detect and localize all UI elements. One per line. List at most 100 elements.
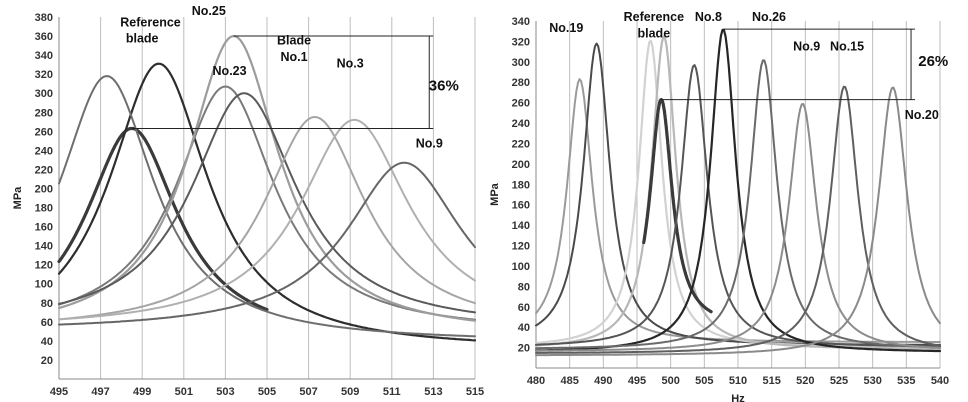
y-axis-title: MPa (489, 182, 501, 206)
x-tick-label: 540 (931, 375, 949, 387)
y-tick-label: 220 (512, 138, 530, 150)
annotation-label-no-23: No.23 (213, 64, 247, 78)
y-tick-labels: 20 40 60 80 100 120 140 160 180 200 220 240 260 280 30… (35, 12, 53, 367)
annotation-label-no-26: No.26 (752, 10, 786, 24)
y-tick-label: 200 (512, 159, 530, 171)
series-line-no-8 (534, 35, 942, 350)
x-tick-label: 525 (830, 375, 848, 387)
annotation-label-blade: Blade (277, 34, 311, 48)
annotations: No.19 Reference blade No.8 No.26 No.9 No.15 No.… (549, 10, 948, 122)
x-tick-labels: 495 497 499 501 503 505 507 509 511 513 515 (50, 386, 484, 398)
y-tick-label: 120 (35, 260, 53, 272)
series-line-unnamed (535, 103, 941, 352)
series-line-no-25 (57, 62, 477, 342)
x-tick-label: 505 (258, 386, 276, 398)
annotation-label-no-20: No.20 (905, 108, 939, 122)
x-tick-label: 503 (216, 386, 234, 398)
series-line-no-23 (58, 85, 476, 321)
series-group (534, 28, 942, 357)
y-tick-label: 240 (35, 145, 53, 157)
series-line-unnamed (535, 64, 941, 348)
amplitude-bracket (131, 35, 434, 129)
x-tick-label: 501 (175, 386, 193, 398)
y-tick-labels: 20 40 60 80 100 120 140 160 180 200 220 240 260 280 30… (512, 16, 530, 355)
y-tick-label: 40 (518, 322, 530, 334)
y-tick-label: 20 (41, 355, 53, 367)
x-tick-label: 499 (133, 386, 151, 398)
series-line-no-3 (58, 118, 476, 321)
annotation-label-no-15: No.15 (830, 40, 864, 54)
y-tick-label: 200 (35, 183, 53, 195)
y-tick-label: 120 (512, 241, 530, 253)
y-tick-label: 40 (41, 336, 53, 348)
series-line-blade-no-1 (57, 35, 477, 322)
x-tick-label: 495 (628, 375, 646, 387)
annotation-label-36: 36% (429, 77, 459, 94)
annotation-label-reference: Reference (120, 16, 180, 30)
y-tick-label: 100 (512, 261, 530, 273)
y-tick-label: 60 (41, 317, 53, 329)
series-line-unnamed (58, 75, 476, 338)
annotation-label-no-25: No.25 (192, 4, 226, 18)
x-tick-label: 530 (863, 375, 881, 387)
annotation-label-no-9: No.9 (793, 40, 820, 54)
annotation-label-no-19: No.19 (549, 21, 583, 35)
series-line-no-9 (535, 59, 941, 350)
series-line-no-20 (535, 86, 941, 357)
y-tick-label: 360 (35, 31, 53, 43)
x-tick-label: 505 (695, 375, 713, 387)
x-tick-label: 511 (383, 386, 401, 398)
x-tick-label: 535 (897, 375, 915, 387)
x-tick-label: 497 (91, 386, 109, 398)
y-tick-label: 80 (518, 281, 530, 293)
x-axis-title: Hz (731, 393, 745, 402)
series-line-no-9 (58, 161, 476, 326)
series-line-unnamed (58, 92, 476, 314)
x-tick-label: 520 (796, 375, 814, 387)
x-tick-label: 495 (50, 386, 68, 398)
y-tick-label: 280 (512, 77, 530, 89)
y-tick-label: 300 (512, 57, 530, 69)
series-group (57, 35, 477, 342)
y-tick-label: 260 (512, 98, 530, 110)
y-axis-title: MPa (12, 186, 24, 210)
x-tick-label: 490 (594, 375, 612, 387)
y-tick-label: 20 (518, 343, 530, 355)
y-tick-label: 140 (35, 241, 53, 253)
y-tick-label: 300 (35, 88, 53, 100)
y-tick-label: 260 (35, 126, 53, 138)
series-line-unnamed (58, 116, 476, 321)
annotation-label-no-9: No.9 (416, 137, 443, 151)
x-tick-label: 515 (762, 375, 780, 387)
x-tick-label: 513 (424, 386, 442, 398)
annotation-label-reference: Reference (624, 10, 684, 24)
annotation-label-no-3: No.3 (337, 56, 364, 70)
x-tick-label: 480 (527, 375, 545, 387)
right-chart: 480 485 490 495 500 505 510 515 520 525 530 535 540 2… (489, 10, 949, 402)
x-tick-label: 500 (661, 375, 679, 387)
y-tick-label: 180 (512, 179, 530, 191)
x-tick-label: 515 (466, 386, 484, 398)
y-tick-label: 340 (35, 50, 53, 62)
y-tick-label: 340 (512, 16, 530, 28)
y-tick-label: 280 (35, 107, 53, 119)
annotation-label-no-8: No.8 (695, 10, 722, 24)
y-tick-label: 240 (512, 118, 530, 130)
y-tick-label: 100 (35, 279, 53, 291)
y-tick-label: 320 (35, 69, 53, 81)
series-line-unnamed (534, 39, 942, 348)
y-tick-label: 60 (518, 302, 530, 314)
y-tick-label: 380 (35, 12, 53, 24)
y-tick-label: 80 (41, 298, 53, 310)
x-tick-label: 509 (341, 386, 359, 398)
annotation-label-no-1: No.1 (280, 50, 307, 64)
x-tick-label: 507 (299, 386, 317, 398)
series-line-reference-blade (642, 98, 713, 314)
y-tick-label: 320 (512, 36, 530, 48)
annotation-label-blade: blade (126, 32, 159, 46)
series-line-no-15 (535, 85, 941, 354)
annotations: Reference blade No.25 No.23 Blade No.1 No.3 No.… (120, 4, 459, 150)
series-line-reference-blade (57, 126, 269, 312)
x-tick-label: 510 (729, 375, 747, 387)
